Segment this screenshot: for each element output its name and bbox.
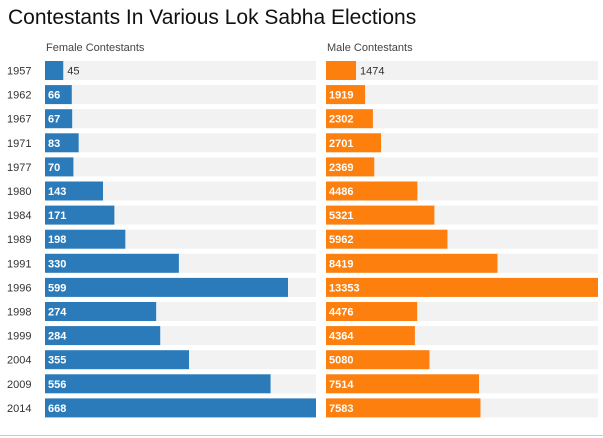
male-value-label: 7583 [329, 403, 353, 415]
male-bar [326, 398, 481, 418]
bottom-divider [0, 435, 603, 436]
year-label: 2014 [7, 403, 31, 415]
year-label: 1998 [7, 307, 31, 319]
female-value-label: 171 [48, 210, 66, 222]
female-bar [45, 133, 79, 153]
male-value-label: 2302 [329, 114, 353, 126]
male-value-label: 7514 [329, 379, 354, 391]
female-bar [45, 350, 190, 370]
male-row-background [326, 109, 598, 129]
year-label: 1971 [7, 138, 31, 150]
female-row-background [45, 109, 316, 129]
male-value-label: 5080 [329, 355, 353, 367]
male-bar [326, 109, 373, 129]
female-bar [45, 374, 271, 394]
female-row-background [45, 157, 316, 177]
male-bar [326, 205, 435, 225]
female-value-label: 355 [48, 355, 66, 367]
male-bar [326, 374, 480, 394]
female-value-label: 45 [67, 66, 79, 78]
male-value-label: 1919 [329, 90, 353, 102]
male-bar [326, 277, 598, 297]
female-value-label: 70 [48, 162, 60, 174]
male-value-label: 2701 [329, 138, 353, 150]
male-row-background [326, 133, 598, 153]
female-row-background [45, 181, 316, 201]
male-value-label: 8419 [329, 258, 353, 270]
female-bar [45, 85, 72, 105]
male-bar [326, 85, 366, 105]
male-value-label: 5962 [329, 234, 353, 246]
male-bar [326, 157, 375, 177]
female-bar [45, 157, 74, 177]
year-label: 1967 [7, 114, 31, 126]
male-value-label: 4476 [329, 307, 353, 319]
female-value-label: 284 [48, 331, 67, 343]
chart-title: Contestants In Various Lok Sabha Electio… [8, 6, 417, 29]
male-value-label: 1474 [360, 66, 384, 78]
female-value-label: 668 [48, 403, 66, 415]
female-value-label: 599 [48, 282, 66, 294]
male-value-label: 4364 [329, 331, 354, 343]
female-value-label: 274 [48, 307, 67, 319]
female-bar [45, 253, 179, 273]
year-label: 1999 [7, 331, 31, 343]
female-value-label: 556 [48, 379, 66, 391]
female-row-background [45, 85, 316, 105]
year-label: 1977 [7, 162, 31, 174]
female-bar [45, 398, 316, 418]
male-panel-label: Male Contestants [327, 42, 413, 54]
year-label: 1957 [7, 66, 31, 78]
year-label: 1991 [7, 258, 31, 270]
female-value-label: 66 [48, 90, 60, 102]
female-row-background [45, 133, 316, 153]
year-label: 2004 [7, 355, 31, 367]
male-value-label: 5321 [329, 210, 353, 222]
male-bar [326, 302, 418, 321]
male-bar [326, 61, 357, 80]
male-row-background [326, 61, 598, 80]
year-label: 1980 [7, 186, 31, 198]
male-value-label: 13353 [329, 282, 360, 294]
female-bar [45, 277, 289, 297]
male-bar [326, 133, 382, 153]
female-row-background [45, 61, 316, 80]
male-bar [326, 326, 415, 346]
male-value-label: 2369 [329, 162, 353, 174]
male-row-background [326, 157, 598, 177]
year-label: 1984 [7, 210, 31, 222]
female-bar [45, 302, 157, 321]
female-value-label: 198 [48, 234, 66, 246]
female-bar [45, 61, 64, 80]
year-label: 2009 [7, 379, 31, 391]
female-bar [45, 205, 115, 225]
female-value-label: 143 [48, 186, 66, 198]
female-bar [45, 229, 126, 249]
male-bar [326, 181, 418, 201]
male-row-background [326, 85, 598, 105]
year-label: 1989 [7, 234, 31, 246]
female-value-label: 83 [48, 138, 60, 150]
female-bar [45, 326, 161, 346]
year-label: 1996 [7, 282, 31, 294]
male-value-label: 4486 [329, 186, 353, 198]
female-bar [45, 181, 104, 201]
female-value-label: 330 [48, 258, 66, 270]
male-bar [326, 229, 448, 249]
male-bar [326, 350, 430, 370]
female-panel-label: Female Contestants [46, 42, 145, 54]
female-bar [45, 109, 73, 129]
year-label: 1962 [7, 90, 31, 102]
female-value-label: 67 [48, 114, 60, 126]
male-bar [326, 253, 498, 273]
